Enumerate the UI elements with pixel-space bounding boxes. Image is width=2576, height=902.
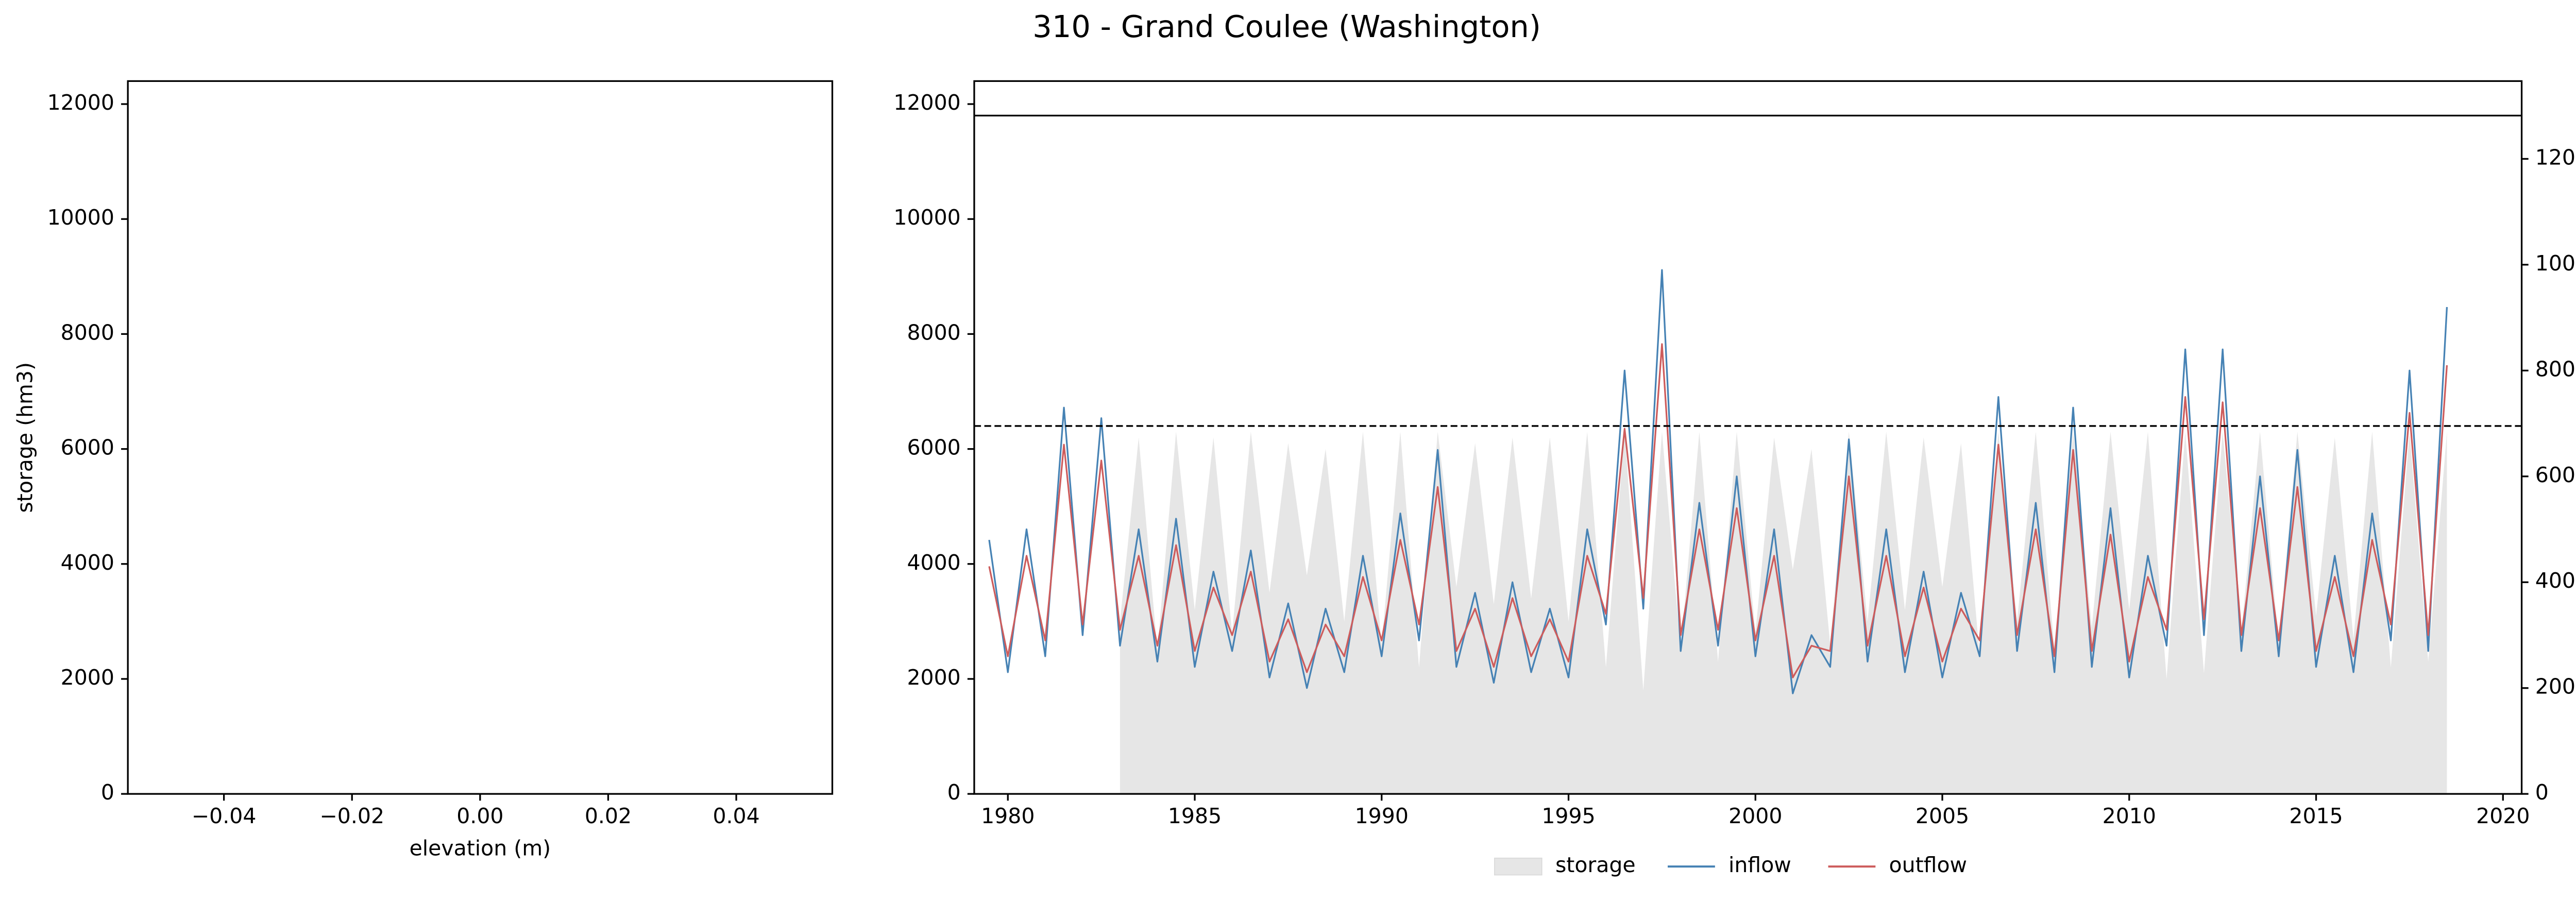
legend-label: storage xyxy=(1555,853,1636,877)
x-tick-label: 2010 xyxy=(2103,804,2156,828)
y-tick-label: 2000 xyxy=(61,665,114,690)
x-tick-label: 0.04 xyxy=(713,804,759,828)
y-tick-label: 6000 xyxy=(61,435,114,460)
x-tick-label: −0.04 xyxy=(192,804,257,828)
y-tick-label: 4000 xyxy=(907,550,960,575)
y2-tick-label: 10000 xyxy=(2535,251,2576,276)
x-tick-label: 1980 xyxy=(981,804,1035,828)
y-tick-label: 6000 xyxy=(907,435,960,460)
x-tick-label: 2000 xyxy=(1728,804,1782,828)
y2-tick-label: 12000 xyxy=(2535,145,2576,169)
y2-tick-label: 6000 xyxy=(2535,463,2576,487)
y2-tick-label: 4000 xyxy=(2535,568,2576,593)
x-tick-label: 2005 xyxy=(1916,804,1969,828)
y2-tick-label: 0 xyxy=(2535,780,2549,805)
x-tick-label: −0.02 xyxy=(319,804,384,828)
legend-label: inflow xyxy=(1728,853,1791,877)
y-tick-label: 0 xyxy=(101,780,114,805)
axes-frame xyxy=(973,80,2523,795)
x-tick-label: 1985 xyxy=(1168,804,1222,828)
y-tick-label: 10000 xyxy=(47,205,114,230)
y-tick-label: 2000 xyxy=(907,665,960,690)
chart-title: 310 - Grand Coulee (Washington) xyxy=(1032,9,1541,44)
x-tick-label: 1995 xyxy=(1541,804,1595,828)
y-tick-label: 10000 xyxy=(893,205,960,230)
y-axis-label: storage (hm3) xyxy=(12,362,37,513)
legend-label: outflow xyxy=(1889,853,1967,877)
x-tick-label: 1990 xyxy=(1355,804,1409,828)
outflow-line xyxy=(988,343,2448,678)
x-tick-label: 0.00 xyxy=(456,804,503,828)
y-tick-label: 12000 xyxy=(47,90,114,115)
inflow-line xyxy=(988,269,2448,694)
y2-tick-label: 2000 xyxy=(2535,674,2576,699)
y-tick-label: 0 xyxy=(947,780,961,805)
y2-tick-label: 8000 xyxy=(2535,356,2576,381)
y-tick-label: 8000 xyxy=(907,320,960,345)
x-tick-label: 0.02 xyxy=(585,804,632,828)
y-tick-label: 12000 xyxy=(893,90,960,115)
x-tick-label: 2020 xyxy=(2476,804,2530,828)
x-tick-label: 2015 xyxy=(2289,804,2343,828)
legend-swatch xyxy=(1494,857,1543,876)
y-tick-label: 4000 xyxy=(61,550,114,575)
x-axis-label: elevation (m) xyxy=(410,836,551,860)
y-tick-label: 8000 xyxy=(61,320,114,345)
